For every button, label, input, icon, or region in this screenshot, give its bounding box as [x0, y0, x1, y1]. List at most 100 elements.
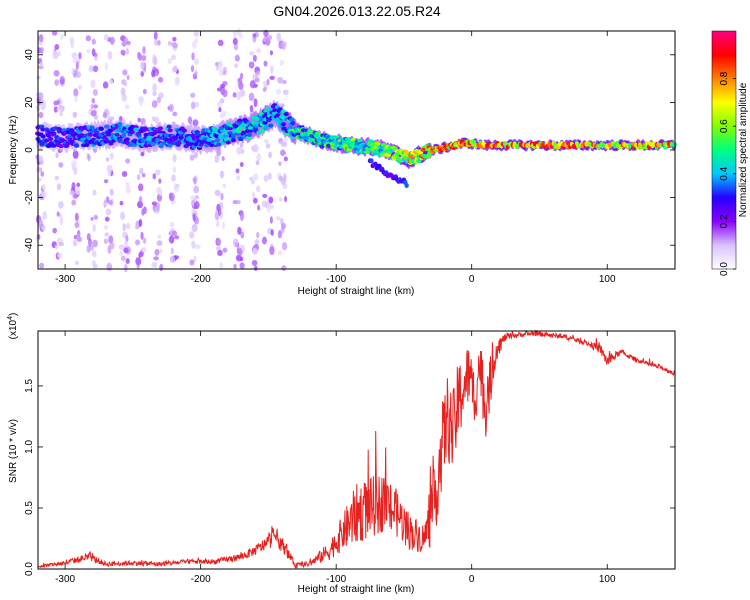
spectrogram-ridge-cell [289, 117, 295, 122]
spectrogram-noise-cell [140, 62, 145, 70]
spectrogram-noise-cell [152, 82, 157, 92]
spectrogram-noise-cell [53, 100, 59, 106]
spectrogram-noise-cell [270, 229, 274, 236]
spectrogram-noise-cell [57, 252, 63, 259]
spectrogram-branch-cell [369, 158, 374, 164]
colorbar-gradient [711, 30, 737, 270]
spectrogram-noise-cell [277, 76, 283, 84]
spectrogram-noise-cell [248, 61, 255, 69]
spectrogram-noise-cell [172, 42, 178, 49]
snr-multiplier: (x104) [7, 313, 19, 340]
spectrogram-noise-cell [91, 38, 96, 45]
spectrogram-noise-cell [219, 170, 224, 179]
spectrogram-ridge-cell [146, 135, 152, 140]
spectrogram-noise-cell [232, 37, 238, 45]
colorbar-ticks: 0.0 0.2 0.4 0.6 0.8 [719, 71, 736, 276]
spectrogram-noise-cell [125, 181, 130, 188]
spectrogram-noise-cell [138, 52, 142, 62]
snr-series-line [37, 329, 675, 569]
spectrogram-noise-cell [235, 168, 240, 174]
spectrogram-noise-cell [91, 97, 96, 104]
spectrogram-noise-cell [255, 185, 261, 193]
spectrogram-noise-cell [222, 183, 227, 189]
spectrogram-noise-cell [155, 201, 161, 211]
spectrogram-noise-cell [157, 40, 161, 46]
spectrogram-noise-cell [72, 239, 78, 247]
spectrogram-noise-cell [141, 55, 147, 61]
spectrogram-noise-cell [232, 92, 237, 98]
spectrogram-ridge-cell [262, 120, 268, 125]
spectrogram-noise-cell [256, 152, 261, 162]
spectrogram-noise-cell [125, 158, 131, 164]
spectrogram-noise-cell [74, 212, 79, 222]
colorbar-label: Normalized spectral amplitude [738, 82, 749, 217]
spectrogram-ridge-cell [167, 128, 173, 133]
spectrogram-noise-cell [37, 177, 42, 182]
spectrogram-marks [34, 28, 677, 273]
spectrogram-ridge-cell [290, 121, 296, 126]
colorbar-tick-label: 0.0 [719, 262, 730, 276]
spectrogram-noise-cell [51, 30, 58, 36]
spectrogram-noise-cell [252, 54, 257, 62]
spectrogram-ridge-cell [107, 128, 114, 133]
spectrogram-noise-cell [263, 139, 269, 144]
spectrogram-noise-cell [155, 169, 161, 176]
snr-multiplier-exp: 4 [7, 316, 14, 320]
spectrogram-noise-cell [251, 259, 258, 266]
spectrogram-noise-cell [71, 67, 75, 76]
spectrogram-noise-cell [92, 224, 96, 233]
spectrogram-noise-cell [252, 73, 256, 81]
spectrogram-noise-cell [75, 71, 81, 78]
spectrogram-x-label: Height of straight line (km) [298, 286, 415, 297]
spectrogram-noise-cell [232, 199, 238, 205]
spectrogram-noise-cell [269, 204, 274, 210]
spectrogram-noise-cell [153, 31, 158, 40]
spectrogram-noise-cell [193, 151, 198, 159]
spectrogram-noise-cell [125, 222, 131, 230]
spectrogram-x-tick-label: -200 [191, 274, 211, 285]
colorbar: 0.0 0.2 0.4 0.6 0.8 Normalized spectral ampl… [711, 30, 749, 276]
spectrogram-noise-cell [88, 64, 94, 73]
spectrogram-noise-cell [194, 37, 199, 44]
spectrogram-ridge-cell [158, 144, 164, 149]
spectrogram-noise-cell [194, 58, 199, 66]
spectrogram-noise-cell [239, 212, 244, 221]
spectrogram-noise-cell [261, 200, 268, 208]
spectrogram-noise-cell [282, 89, 289, 96]
snr-frame [37, 330, 676, 570]
spectrogram-y-tick-label: 40 [24, 49, 35, 61]
spectrogram-noise-cell [193, 255, 197, 263]
spectrogram-y-tick-label: 20 [24, 96, 35, 108]
spectrogram-noise-cell [153, 56, 158, 66]
spectrogram-noise-cell [103, 238, 108, 245]
spectrogram-ridge-cell [350, 137, 356, 142]
spectrogram-noise-cell [106, 262, 113, 272]
figure-title: GN04.2026.013.22.05.R24 [273, 3, 441, 19]
spectrogram-noise-cell [248, 92, 255, 102]
spectrogram-noise-cell [159, 248, 163, 254]
spectrogram-noise-cell [157, 234, 162, 239]
spectrogram-y-tick-label: 0 [24, 147, 35, 153]
spectrogram-x-tick-label: -300 [55, 274, 75, 285]
spectrogram-noise-cell [38, 92, 44, 100]
spectrogram-noise-cell [252, 197, 258, 204]
spectrogram-noise-cell [75, 186, 81, 195]
spectrogram-noise-cell [191, 52, 195, 61]
spectrogram-noise-cell [281, 241, 288, 251]
spectrogram-noise-cell [125, 258, 130, 265]
spectrogram-noise-cell [263, 29, 269, 37]
spectrogram-noise-cell [78, 84, 82, 90]
spectrogram-noise-cell [249, 105, 254, 113]
spectrogram-noise-cell [104, 62, 108, 71]
spectrogram-noise-cell [217, 60, 223, 69]
spectrogram-noise-cell [222, 247, 228, 253]
spectrogram-noise-cell [122, 223, 126, 232]
snr-y-tick-label: 1.0 [24, 440, 35, 454]
spectrogram-noise-cell [189, 154, 195, 161]
spectrogram-noise-cell [172, 36, 177, 42]
spectrogram-ridge-cell [143, 132, 149, 137]
spectrogram-noise-cell [69, 190, 75, 196]
spectrogram-noise-cell [91, 48, 96, 57]
spectrogram-noise-cell [104, 216, 110, 222]
spectrogram-noise-cell [234, 54, 240, 62]
